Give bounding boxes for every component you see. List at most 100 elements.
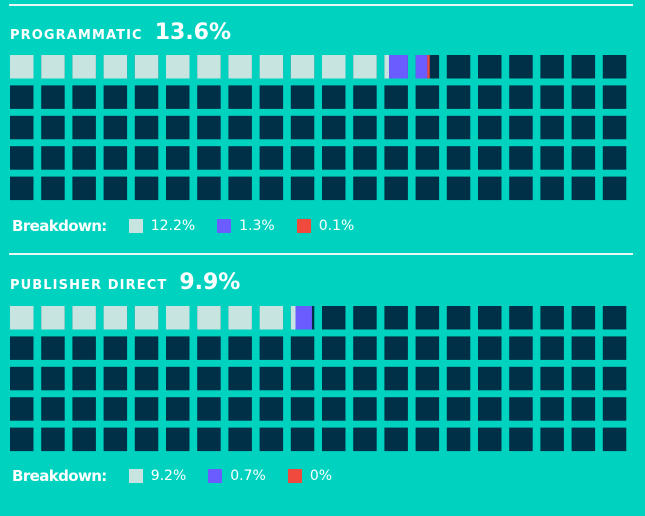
waffle-cell: [602, 427, 627, 452]
waffle-cell: [415, 397, 440, 421]
waffle-cell: [103, 115, 128, 140]
waffle-cell: [540, 427, 564, 452]
waffle-cell: [10, 366, 34, 391]
waffle-cell: [134, 176, 159, 201]
legend-title: Breakdown:: [12, 217, 107, 235]
waffle-cell: [478, 366, 502, 391]
legend-item-1: 0.7%: [208, 468, 266, 484]
waffle-cell: [259, 366, 284, 391]
waffle-cell: [166, 336, 190, 360]
waffle-cell: [353, 336, 377, 360]
legend-value: 0%: [309, 468, 333, 484]
waffle-cell: [72, 336, 96, 360]
waffle-cell: [446, 366, 471, 391]
waffle-fill-series-0: [166, 306, 190, 330]
waffle-cell: [353, 397, 377, 421]
waffle-cell: [134, 427, 159, 452]
waffle-cell: [540, 397, 564, 421]
waffle-fill-series-0: [134, 306, 159, 330]
waffle-cell: [509, 55, 533, 79]
waffle-cell: [72, 85, 96, 109]
waffle-cell: [353, 366, 377, 391]
legend-value: 1.3%: [239, 218, 275, 234]
waffle-cell: [415, 427, 440, 452]
waffle-cell: [446, 85, 471, 109]
waffle-cell: [322, 85, 346, 109]
waffle-cell: [259, 85, 284, 109]
waffle-cell: [602, 85, 627, 109]
waffle-cell: [290, 427, 315, 452]
waffle-cell: [384, 427, 408, 452]
waffle-cell: [384, 306, 408, 330]
waffle-cell: [353, 306, 377, 330]
waffle-cell: [322, 366, 346, 391]
waffle-cell: [103, 366, 128, 391]
waffle-cell: [10, 176, 34, 201]
legend-item-2: 0.1%: [296, 218, 354, 234]
waffle-cell: [446, 115, 471, 140]
waffle-cell: [446, 397, 471, 421]
waffle-cell: [322, 397, 346, 421]
waffle-cell: [259, 336, 284, 360]
waffle-cell: [166, 85, 190, 109]
legend-publisher-direct: Breakdown: 9.2% 0.7% 0%: [12, 466, 332, 486]
waffle-cell: [259, 115, 284, 140]
waffle-cell: [353, 115, 377, 140]
waffle-cell: [41, 146, 65, 170]
waffle-fill-series-0: [290, 55, 315, 79]
waffle-cell: [384, 336, 408, 360]
waffle-fill-series-0: [103, 55, 128, 79]
waffle-cell: [259, 176, 284, 201]
legend-item-2: 0%: [287, 468, 333, 484]
title-total: 9.9%: [179, 270, 241, 295]
waffle-cell: [602, 306, 627, 330]
waffle-cell: [478, 176, 502, 201]
waffle-grid-programmatic: [10, 55, 627, 201]
waffle-fill-series-0: [228, 55, 252, 79]
chart-title-programmatic: PROGRAMMATIC 13.6%: [10, 20, 231, 45]
waffle-cell: [322, 176, 346, 201]
waffle-cell: [166, 397, 190, 421]
waffle-cell: [197, 146, 221, 170]
waffle-cell: [228, 115, 252, 140]
waffle-cell: [446, 427, 471, 452]
waffle-cell: [478, 85, 502, 109]
waffle-cell: [415, 85, 440, 109]
waffle-cell: [478, 427, 502, 452]
waffle-cell: [353, 146, 377, 170]
waffle-cell: [228, 85, 252, 109]
waffle-fill-series-0: [72, 306, 96, 330]
waffle-cell: [197, 85, 221, 109]
waffle-fill-series-1: [295, 306, 312, 330]
waffle-cell: [259, 146, 284, 170]
waffle-cell: [571, 176, 596, 201]
waffle-cell: [228, 146, 252, 170]
waffle-cell: [602, 397, 627, 421]
waffle-cell: [571, 115, 596, 140]
waffle-cell: [290, 146, 315, 170]
waffle-fill-series-0: [166, 55, 190, 79]
waffle-cell: [41, 427, 65, 452]
middle-divider: [9, 253, 633, 255]
waffle-fill-series-0: [72, 55, 96, 79]
waffle-cell: [41, 115, 65, 140]
waffle-cell: [166, 176, 190, 201]
waffle-cell: [478, 115, 502, 140]
waffle-cell: [571, 397, 596, 421]
waffle-cell: [509, 397, 533, 421]
waffle-cell: [509, 115, 533, 140]
waffle-cell: [602, 176, 627, 201]
legend-title: Breakdown:: [12, 467, 107, 485]
waffle-cell: [509, 146, 533, 170]
waffle-cell: [415, 366, 440, 391]
legend-swatch: [296, 219, 311, 233]
waffle-cell: [197, 366, 221, 391]
waffle-cell: [384, 366, 408, 391]
top-divider: [9, 4, 633, 6]
waffle-cell: [10, 397, 34, 421]
waffle-cell: [540, 176, 564, 201]
waffle-cell: [10, 336, 34, 360]
waffle-cell: [540, 336, 564, 360]
waffle-cell: [540, 55, 564, 79]
waffle-cell: [478, 397, 502, 421]
